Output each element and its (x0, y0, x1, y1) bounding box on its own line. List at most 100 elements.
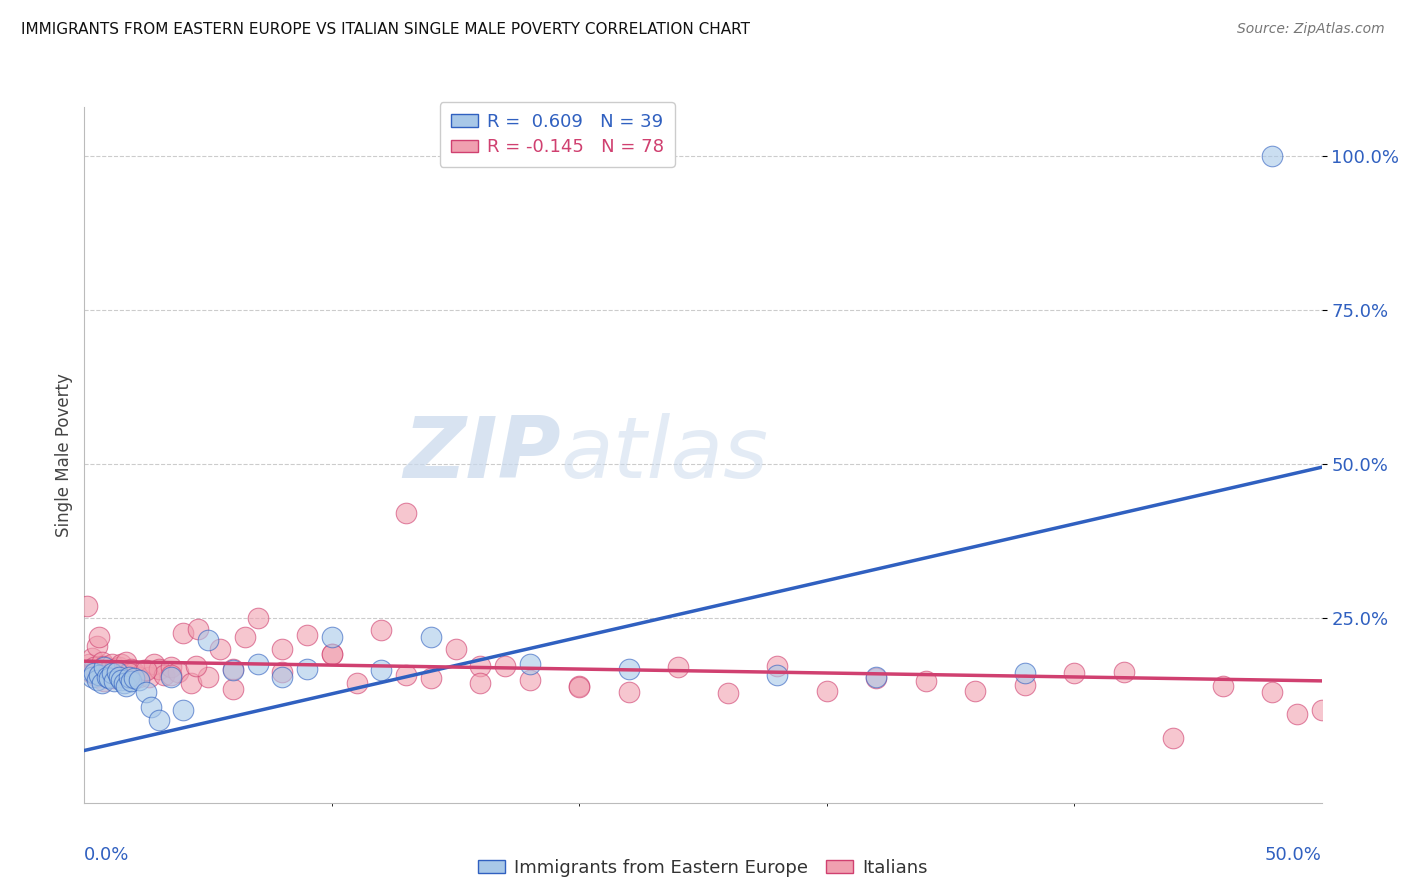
Point (93, 673, 115, 688)
Point (519, 673, 541, 687)
Point (246, 611, 269, 625)
Point (321, 630, 343, 644)
Point (1063, 666, 1085, 681)
Point (138, 669, 160, 683)
Point (1261, 149, 1284, 163)
Point (419, 672, 441, 686)
Legend: Immigrants from Eastern Europe, Italians: Immigrants from Eastern Europe, Italians (471, 852, 935, 884)
Point (108, 669, 131, 683)
Point (295, 662, 318, 676)
Point (197, 669, 219, 683)
Point (98, 664, 121, 678)
Point (112, 665, 135, 680)
Point (105, 665, 128, 680)
Point (110, 673, 132, 687)
Point (209, 641, 232, 656)
Point (160, 660, 183, 674)
Point (148, 662, 170, 676)
Point (666, 660, 689, 674)
Point (1161, 731, 1184, 746)
Point (419, 630, 441, 644)
Point (118, 666, 141, 681)
Point (914, 673, 936, 688)
Point (197, 632, 219, 647)
Point (93, 659, 115, 673)
Point (271, 669, 294, 683)
Point (1310, 703, 1333, 717)
Point (470, 675, 492, 690)
Point (152, 667, 174, 681)
Point (180, 675, 202, 690)
Point (118, 669, 141, 683)
Point (184, 659, 207, 673)
Point (1014, 666, 1036, 681)
Point (128, 669, 150, 683)
Point (222, 664, 245, 678)
Point (135, 685, 157, 699)
Point (89, 667, 111, 681)
Text: 0.0%: 0.0% (84, 846, 129, 863)
Point (617, 662, 640, 676)
Point (100, 666, 122, 681)
Point (295, 628, 318, 642)
Point (222, 662, 245, 676)
Text: IMMIGRANTS FROM EASTERN EUROPE VS ITALIAN SINGLE MALE POVERTY CORRELATION CHART: IMMIGRANTS FROM EASTERN EUROPE VS ITALIA… (21, 22, 749, 37)
Point (141, 700, 163, 714)
Point (766, 659, 789, 673)
Point (1014, 677, 1036, 691)
Point (86, 669, 108, 683)
Point (90, 656, 112, 670)
Point (135, 664, 157, 678)
Point (568, 679, 591, 693)
Y-axis label: Single Male Poverty: Single Male Poverty (55, 373, 73, 537)
Point (1261, 685, 1284, 699)
Point (115, 679, 138, 693)
Point (93, 660, 115, 674)
Point (86, 639, 108, 653)
Point (160, 669, 183, 683)
Point (148, 713, 170, 727)
Point (160, 667, 183, 681)
Point (766, 667, 789, 681)
Point (271, 665, 294, 680)
Point (1285, 706, 1308, 721)
Point (172, 626, 194, 640)
Point (568, 680, 591, 694)
Point (120, 673, 142, 688)
Point (1212, 679, 1234, 693)
Point (108, 660, 131, 674)
Text: atlas: atlas (561, 413, 769, 497)
Point (90, 675, 112, 690)
Point (717, 686, 740, 700)
Text: ZIP: ZIP (404, 413, 561, 497)
Point (444, 641, 467, 656)
Point (128, 673, 150, 687)
Point (80, 651, 103, 665)
Point (142, 657, 165, 672)
Point (86, 673, 108, 687)
Text: 50.0%: 50.0% (1265, 846, 1322, 863)
Point (96, 669, 118, 683)
Point (120, 662, 142, 676)
Point (118, 669, 141, 683)
Point (395, 667, 418, 681)
Point (80, 666, 103, 681)
Point (122, 665, 145, 680)
Point (1112, 665, 1135, 680)
Point (79, 664, 101, 678)
Point (321, 647, 343, 661)
Point (865, 672, 887, 686)
Point (89, 630, 111, 644)
Text: Source: ZipAtlas.com: Source: ZipAtlas.com (1237, 22, 1385, 37)
Point (222, 681, 245, 696)
Point (519, 657, 541, 672)
Point (233, 630, 256, 644)
Point (80, 669, 103, 683)
Point (100, 657, 122, 672)
Point (98, 672, 121, 686)
Point (321, 647, 343, 661)
Point (103, 672, 125, 686)
Point (865, 669, 887, 683)
Point (965, 683, 987, 698)
Point (617, 685, 640, 699)
